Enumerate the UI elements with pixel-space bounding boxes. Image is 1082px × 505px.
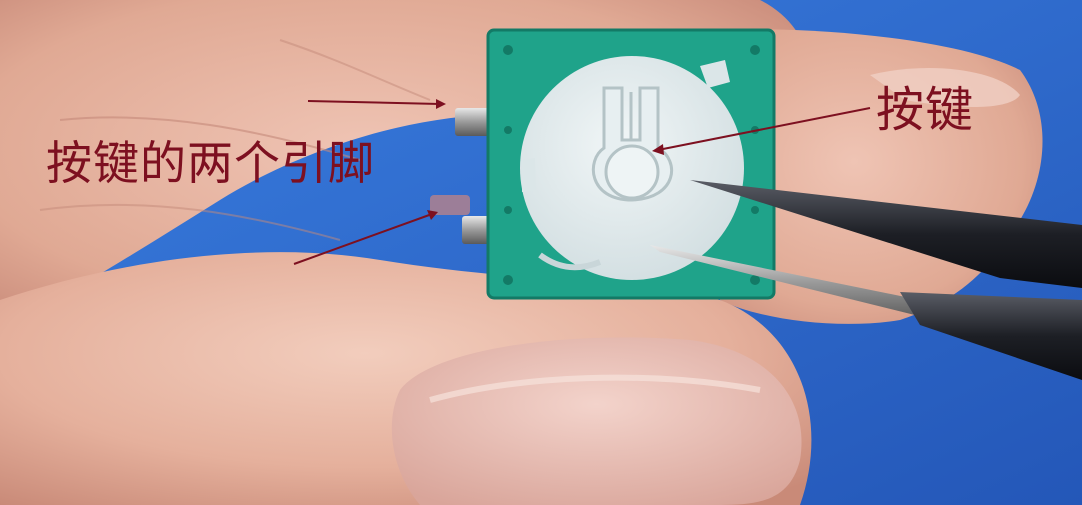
thumbnail: [391, 337, 802, 505]
mounting-holes: [503, 45, 760, 285]
pins-annotation-label: 按键的两个引脚: [46, 136, 375, 190]
lower-tweezer-tip: [650, 245, 935, 320]
arrow-top-pin: [307, 100, 441, 105]
annotation-arrows: [293, 99, 871, 265]
upper-tweezer: [690, 180, 1082, 288]
right-fingernail: [870, 67, 1020, 107]
lower-tweezer: [900, 292, 1082, 380]
arrow-bottom-pin: [293, 213, 433, 265]
button-annotation-label: 按键: [876, 82, 975, 138]
switch-pin-top: [455, 108, 493, 136]
cap-keyhole: [591, 86, 674, 202]
arrow-button: [657, 107, 871, 151]
switch-pin-bottom: [462, 216, 494, 244]
